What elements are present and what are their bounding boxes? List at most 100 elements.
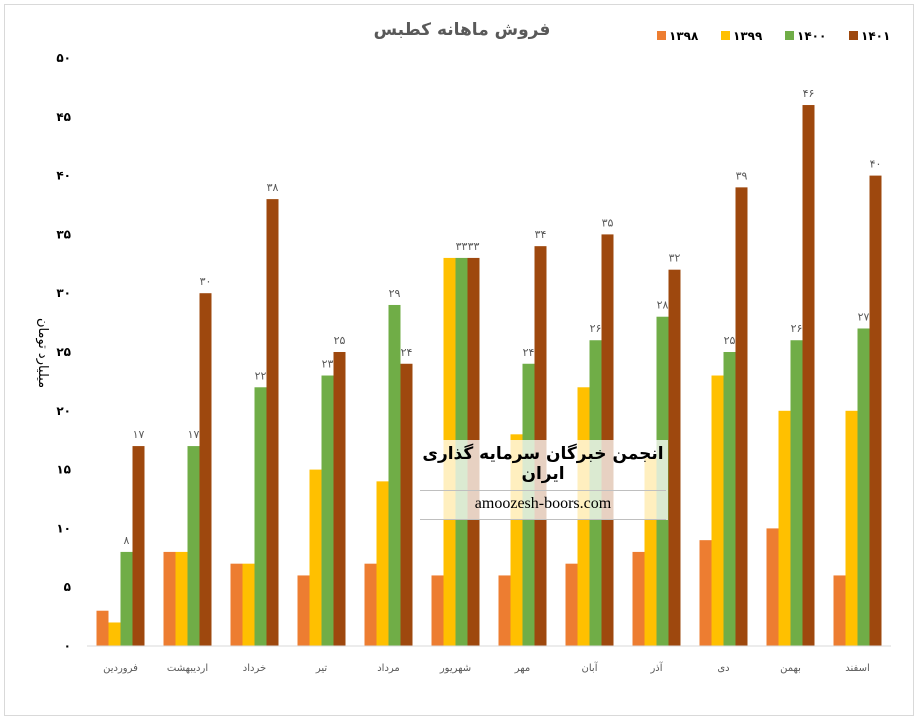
bar bbox=[699, 540, 712, 646]
bar bbox=[857, 328, 870, 646]
watermark-url: amoozesh-boors.com bbox=[474, 495, 612, 512]
y-tick-label: ۲۰ bbox=[56, 404, 71, 418]
bar bbox=[723, 352, 736, 646]
bar bbox=[766, 528, 779, 646]
legend-label: ۱۴۰۰ bbox=[797, 29, 826, 43]
data-label: ۳۸ bbox=[267, 181, 279, 194]
bar bbox=[668, 269, 681, 646]
bars bbox=[96, 105, 882, 647]
legend-label: ۱۴۰۱ bbox=[861, 29, 890, 43]
bar bbox=[187, 446, 200, 646]
data-label: ۴۰ bbox=[870, 158, 882, 171]
x-tick-label: اسفند bbox=[845, 663, 869, 674]
bar-chart: فروش ماهانه کطبس میلیارد تومان ۱۴۰۱۱۴۰۰۱… bbox=[35, 20, 891, 674]
data-label: ۳۹ bbox=[736, 169, 748, 182]
data-label: ۸ bbox=[124, 534, 130, 547]
x-tick-label: تیر bbox=[315, 663, 328, 674]
y-tick-label: ۰ bbox=[64, 639, 71, 653]
watermark-divider bbox=[420, 490, 666, 491]
data-label: ۳۳ bbox=[456, 240, 468, 253]
legend-label: ۱۳۹۸ bbox=[669, 29, 699, 43]
legend-swatch bbox=[721, 31, 730, 40]
x-tick-label: دی bbox=[717, 663, 729, 674]
bar bbox=[309, 469, 322, 646]
legend-label: ۱۳۹۹ bbox=[733, 29, 763, 43]
bar bbox=[790, 340, 803, 646]
x-tick-label: خرداد bbox=[243, 663, 266, 674]
x-tick-label: مهر bbox=[514, 663, 530, 674]
watermark: انجمن خبرگان سرمایه گذاری ایران amoozesh… bbox=[418, 440, 668, 520]
bar bbox=[778, 410, 791, 646]
data-label: ۲۴ bbox=[523, 346, 535, 359]
x-tick-label: بهمن bbox=[780, 663, 801, 674]
x-tick-label: مرداد bbox=[377, 663, 400, 674]
y-tick-label: ۲۵ bbox=[56, 345, 71, 359]
data-label: ۲۹ bbox=[389, 287, 401, 300]
legend: ۱۴۰۱ ۱۴۰۰ ۱۳۹۹ ۱۳۹۸ bbox=[657, 29, 890, 43]
data-label: ۲۸ bbox=[657, 299, 669, 312]
bar bbox=[388, 304, 401, 646]
bar bbox=[565, 563, 578, 646]
watermark-title: انجمن خبرگان سرمایه گذاری ایران bbox=[422, 444, 664, 484]
bar bbox=[175, 551, 188, 646]
bar bbox=[96, 610, 109, 646]
bar bbox=[199, 293, 212, 646]
data-label: ۲۶ bbox=[791, 322, 803, 335]
data-label: ۲۵ bbox=[724, 334, 736, 347]
bar bbox=[132, 446, 145, 646]
data-label: ۳۲ bbox=[669, 252, 681, 265]
data-label: ۲۳ bbox=[322, 358, 334, 371]
legend-swatch bbox=[785, 31, 794, 40]
bar bbox=[297, 575, 310, 646]
data-label: ۳۰ bbox=[200, 275, 212, 288]
bar bbox=[431, 575, 444, 646]
data-label: ۲۲ bbox=[255, 369, 267, 382]
x-tick-label: شهریور bbox=[439, 663, 471, 674]
x-tick-label: اردیبهشت bbox=[167, 663, 208, 674]
y-tick-label: ۱۵ bbox=[56, 463, 71, 477]
y-tick-label: ۵۰ bbox=[56, 51, 71, 65]
data-label: ۲۷ bbox=[858, 310, 870, 323]
data-label: ۲۴ bbox=[401, 346, 413, 359]
legend-swatch bbox=[849, 31, 858, 40]
bar bbox=[632, 551, 645, 646]
y-tick-label: ۱۰ bbox=[56, 521, 71, 535]
data-label: ۱۷ bbox=[133, 428, 145, 441]
bar bbox=[242, 563, 255, 646]
bar bbox=[735, 187, 748, 647]
bar bbox=[163, 551, 176, 646]
y-axis-title: میلیارد تومان bbox=[35, 318, 50, 388]
x-tick-label: آذر bbox=[649, 661, 663, 674]
bar bbox=[120, 551, 133, 646]
bar bbox=[498, 575, 511, 646]
bar bbox=[266, 199, 279, 646]
y-tick-label: ۳۰ bbox=[56, 286, 71, 300]
bar bbox=[108, 622, 121, 646]
y-tick-label: ۴۵ bbox=[56, 110, 71, 124]
data-label: ۳۴ bbox=[535, 228, 547, 241]
data-label: ۲۶ bbox=[590, 322, 602, 335]
bar bbox=[869, 175, 882, 646]
chart-title: فروش ماهانه کطبس bbox=[374, 20, 551, 40]
bar bbox=[321, 375, 334, 646]
data-label: ۴۶ bbox=[803, 87, 815, 100]
chart-frame: فروش ماهانه کطبس میلیارد تومان ۱۴۰۱ ۱۴۰۰ ۱… bbox=[4, 4, 914, 716]
watermark-divider bbox=[420, 519, 666, 520]
bar bbox=[376, 481, 389, 646]
data-label: ۱۷ bbox=[188, 428, 200, 441]
bar bbox=[711, 375, 724, 646]
bar bbox=[833, 575, 846, 646]
bar bbox=[364, 563, 377, 646]
data-label: ۳۳ bbox=[468, 240, 480, 253]
y-axis-ticks: ۰ ۵ ۱۰ ۱۵ ۲۰ ۲۵ ۳۰ ۳۵ ۴۰ ۴۵ ۵۰ bbox=[56, 51, 71, 653]
bar bbox=[802, 105, 815, 647]
x-tick-label: فروردین bbox=[103, 663, 138, 674]
bar bbox=[230, 563, 243, 646]
y-tick-label: ۴۰ bbox=[56, 169, 71, 183]
x-tick-label: آبان bbox=[582, 661, 599, 674]
y-tick-label: ۵ bbox=[64, 580, 71, 594]
legend-swatch bbox=[657, 31, 666, 40]
bar bbox=[845, 410, 858, 646]
x-axis-ticks: فروردین اردیبهشت خرداد تیر مرداد شهریور مهر آبا… bbox=[103, 661, 870, 674]
